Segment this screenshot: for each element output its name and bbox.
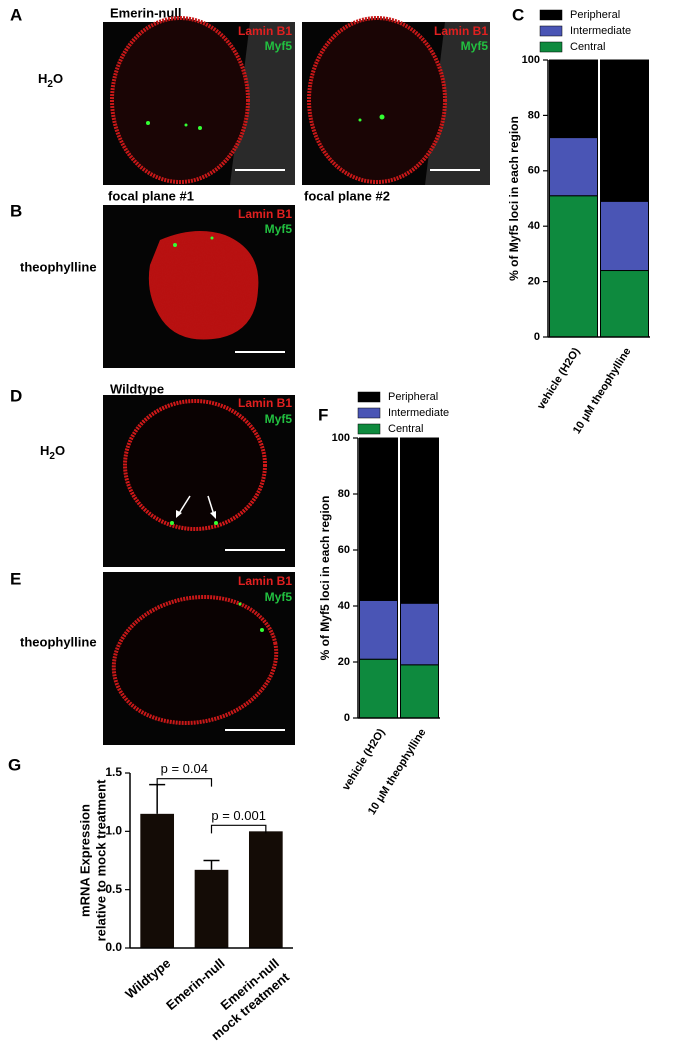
bar-segment <box>359 437 398 601</box>
y-tick-label: 1.0 <box>105 824 122 838</box>
y-tick-label: 0 <box>534 331 540 343</box>
y-tick-label: 100 <box>332 432 350 444</box>
bar-segment <box>549 59 598 139</box>
condition: H2O <box>40 443 65 461</box>
stain-label: Myf5 <box>265 222 293 236</box>
panel-label: D <box>10 386 22 405</box>
legend-swatch <box>357 423 381 435</box>
y-tick-label: 20 <box>338 656 350 668</box>
bar-segment <box>359 658 398 719</box>
panel-label: C <box>512 5 524 24</box>
y-tick-label: 80 <box>338 488 350 500</box>
condition: theophylline <box>20 634 97 649</box>
panel-label: F <box>318 405 328 424</box>
stain-label: Myf5 <box>461 39 489 53</box>
row-title: Wildtype <box>110 381 164 396</box>
micrograph: Lamin B1 Myf5 <box>103 205 295 368</box>
x-tick-label: vehicle (H2O) <box>535 345 583 411</box>
x-tick-label: Emerin-null <box>163 955 227 1012</box>
x-tick-label: 10 μM theophylline <box>571 346 634 436</box>
micrograph: Lamin B1 Myf5 <box>103 572 295 745</box>
focal-plane: focal plane #1 <box>108 188 194 203</box>
legend-label: Central <box>388 423 423 435</box>
condition: theophylline <box>20 259 97 274</box>
error-bar <box>203 859 220 870</box>
legend-swatch <box>539 25 563 37</box>
stain-label: Myf5 <box>265 39 293 53</box>
condition: H2O <box>38 71 63 89</box>
bar <box>194 869 229 948</box>
x-tick-label: Wildtype <box>122 955 173 1001</box>
significance-bracket <box>210 824 267 834</box>
legend-label: Peripheral <box>388 391 438 403</box>
row-title: Emerin-null <box>110 5 182 20</box>
annotation: p = 0.001 <box>211 808 266 823</box>
bar-segment <box>359 599 398 660</box>
legend-label: Central <box>570 41 605 53</box>
significance-bracket <box>156 778 213 787</box>
bar-segment <box>400 437 439 604</box>
legend-swatch <box>539 9 563 21</box>
bar-segment <box>549 137 598 197</box>
bar-segment <box>549 195 598 338</box>
y-tick-label: 80 <box>528 109 540 121</box>
micrograph: Lamin B1 Myf5 <box>103 395 295 567</box>
y-axis-label: % of Myf5 loci in each region <box>318 496 332 661</box>
y-tick-label: 0.5 <box>105 882 122 896</box>
legend-swatch <box>539 41 563 53</box>
stain-label: Lamin B1 <box>238 24 292 38</box>
panel-label: B <box>10 201 22 220</box>
error-bar <box>149 783 166 814</box>
y-tick-label: 60 <box>338 544 350 556</box>
stain-label: Lamin B1 <box>238 207 292 221</box>
legend-swatch <box>357 407 381 419</box>
bar-segment <box>400 602 439 666</box>
bar <box>140 813 175 948</box>
y-axis-label: % of Myf5 loci in each region <box>507 116 521 281</box>
stain-label: Myf5 <box>265 412 293 426</box>
legend-label: Peripheral <box>570 9 620 21</box>
annotation: p = 0.04 <box>161 761 208 776</box>
micrograph: Lamin B1 Myf5 <box>103 16 295 185</box>
bar <box>248 831 283 948</box>
y-tick-label: 100 <box>522 54 540 66</box>
focal-plane: focal plane #2 <box>304 188 390 203</box>
y-tick-label: 40 <box>338 600 350 612</box>
panel-label: A <box>10 5 22 24</box>
y-tick-label: 1.5 <box>105 765 122 779</box>
micrograph: Lamin B1 Myf5 <box>302 16 490 185</box>
stain-label: Lamin B1 <box>238 574 292 588</box>
bar-segment <box>400 664 439 719</box>
legend-label: Intermediate <box>388 407 449 419</box>
y-tick-label: 0 <box>344 712 350 724</box>
stain-label: Lamin B1 <box>238 396 292 410</box>
bar-segment <box>600 59 649 202</box>
y-tick-label: 60 <box>528 165 540 177</box>
stain-label: Lamin B1 <box>434 24 488 38</box>
y-axis-label: relative to mock treatment <box>93 779 108 942</box>
bar-segment <box>600 270 649 338</box>
y-tick-label: 40 <box>528 220 540 232</box>
panel-label: E <box>10 569 21 588</box>
panel-label: G <box>8 755 21 774</box>
bar-segment <box>600 200 649 272</box>
y-tick-label: 0.0 <box>105 940 122 954</box>
legend-swatch <box>357 391 381 403</box>
legend-label: Intermediate <box>570 25 631 37</box>
stain-label: Myf5 <box>265 590 293 604</box>
y-tick-label: 20 <box>528 276 540 288</box>
y-axis-label: mRNA Expression <box>77 804 92 917</box>
x-tick-label: vehicle (H2O) <box>340 726 388 792</box>
